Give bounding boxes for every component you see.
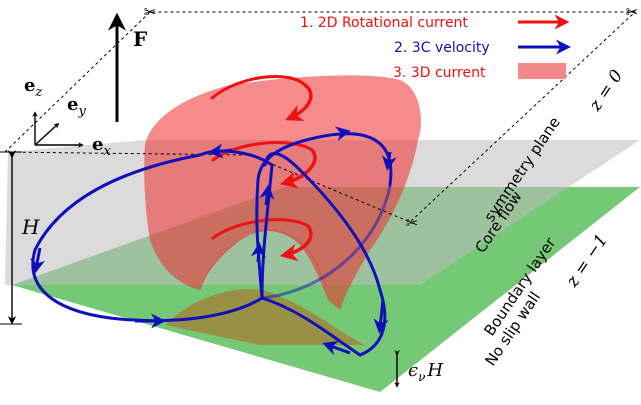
current-inner-hole — [199, 229, 326, 291]
axes-triad — [32, 111, 84, 148]
force-label: F — [133, 27, 147, 51]
z-top-label: z = 0 — [585, 66, 627, 115]
boundary-thickness-label: ϵν H — [408, 360, 443, 384]
height-label: H — [21, 215, 40, 239]
scissors-icon: ✂ — [406, 214, 419, 232]
velocity-loops — [31, 132, 393, 357]
scissors-icon: ✂ — [626, 3, 639, 21]
ey-label: ey — [67, 94, 86, 119]
legend-current-swatch — [518, 63, 566, 79]
legend-item-rotational: 1. 2D Rotational current — [300, 15, 468, 31]
legend: 1. 2D Rotational current 2. 3C velocity … — [300, 14, 571, 81]
ez-label: ez — [24, 75, 42, 100]
ex-label: ex — [92, 134, 111, 159]
rotational-arrows — [210, 74, 317, 262]
velocity-arrowheads — [30, 126, 397, 356]
legend-item-velocity: 2. 3C velocity — [394, 40, 490, 56]
legend-item-current: 3. 3D current — [393, 65, 486, 81]
scissors-icon: ✂ — [144, 3, 157, 21]
current-base — [165, 289, 365, 345]
